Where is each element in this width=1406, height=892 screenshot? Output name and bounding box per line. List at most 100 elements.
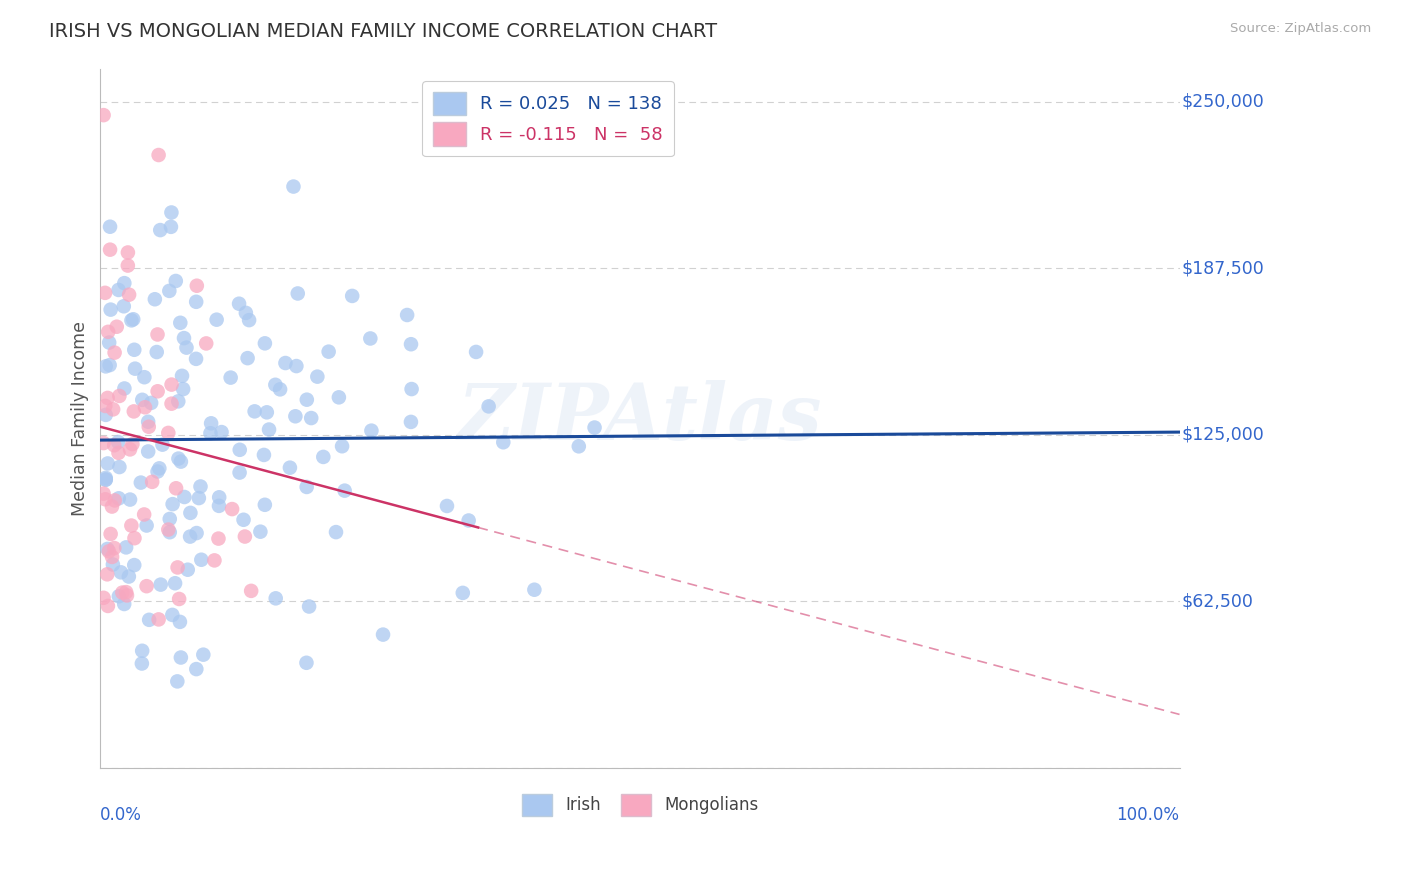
Point [205, 312, 228, 326]
Point [93, 436, 115, 450]
Point [101, 549, 124, 564]
Point [146, 327, 169, 342]
Point [208, 499, 231, 513]
Point [148, 612, 170, 626]
Point [173, 331, 195, 345]
Point [105, 319, 128, 334]
Point [235, 306, 257, 320]
Point [98, 358, 121, 372]
Point [257, 423, 280, 437]
Point [165, 274, 187, 288]
Point [523, 582, 546, 597]
Point [330, 439, 353, 453]
Point [256, 405, 278, 419]
Point [145, 345, 167, 359]
Point [208, 490, 231, 504]
Point [436, 499, 458, 513]
Point [97, 457, 120, 471]
Point [103, 541, 125, 555]
Point [492, 435, 515, 450]
Point [264, 377, 287, 392]
Point [307, 369, 329, 384]
Point [94, 285, 117, 300]
Point [284, 409, 307, 424]
Point [318, 344, 340, 359]
Point [240, 583, 263, 598]
Point [146, 384, 169, 399]
Point [249, 524, 271, 539]
Point [149, 223, 172, 237]
Point [173, 490, 195, 504]
Point [221, 502, 243, 516]
Point [167, 394, 190, 409]
Point [186, 294, 208, 309]
Point [228, 466, 250, 480]
Point [131, 392, 153, 407]
Point [101, 500, 124, 514]
Point [295, 480, 318, 494]
Point [160, 219, 183, 234]
Point [94, 492, 117, 507]
Point [325, 525, 347, 540]
Point [157, 284, 180, 298]
Point [107, 435, 129, 450]
Point [166, 560, 188, 574]
Point [283, 179, 305, 194]
Point [159, 512, 181, 526]
Point [160, 397, 183, 411]
Point [200, 417, 222, 431]
Point [135, 579, 157, 593]
Point [96, 567, 118, 582]
Point [118, 287, 141, 301]
Point [138, 419, 160, 434]
Point [186, 662, 208, 676]
Point [269, 382, 291, 396]
Point [170, 368, 193, 383]
Point [122, 343, 145, 357]
Point [94, 473, 117, 487]
Point [134, 370, 156, 384]
Text: 100.0%: 100.0% [1116, 806, 1180, 824]
Point [159, 525, 181, 540]
Point [112, 276, 135, 290]
Point [253, 336, 276, 351]
Point [118, 492, 141, 507]
Point [170, 455, 193, 469]
Point [134, 401, 156, 415]
Point [134, 508, 156, 522]
Point [131, 657, 153, 671]
Text: $250,000: $250,000 [1181, 93, 1264, 111]
Point [211, 425, 233, 439]
Point [285, 359, 308, 373]
Point [186, 278, 208, 293]
Point [143, 292, 166, 306]
Point [139, 396, 162, 410]
Point [236, 351, 259, 365]
Point [190, 479, 212, 493]
Point [399, 415, 422, 429]
Point [94, 399, 117, 413]
Point [167, 592, 190, 607]
Point [166, 674, 188, 689]
Point [131, 644, 153, 658]
Point [97, 391, 120, 405]
Point [108, 389, 131, 403]
Point [108, 589, 131, 603]
Point [229, 442, 252, 457]
Point [118, 442, 141, 457]
Point [124, 531, 146, 545]
Point [253, 448, 276, 462]
Point [122, 312, 145, 326]
Point [360, 424, 382, 438]
Point [583, 420, 606, 434]
Point [112, 597, 135, 611]
Point [204, 553, 226, 567]
Point [465, 345, 488, 359]
Point [118, 569, 141, 583]
Text: Source: ZipAtlas.com: Source: ZipAtlas.com [1230, 22, 1371, 36]
Point [111, 585, 134, 599]
Point [121, 437, 143, 451]
Point [94, 408, 117, 422]
Point [108, 460, 131, 475]
Point [149, 577, 172, 591]
